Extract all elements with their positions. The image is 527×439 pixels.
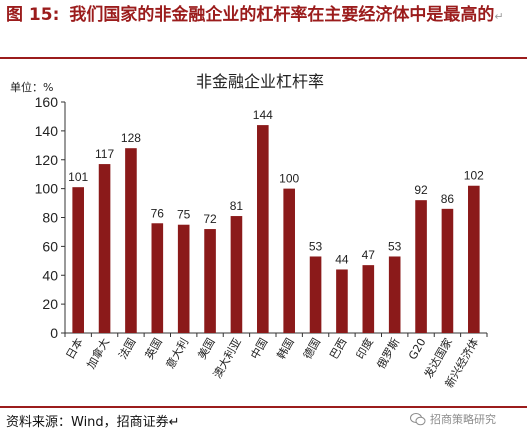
bar — [125, 148, 137, 333]
y-tick-label: 40 — [42, 267, 58, 283]
data-label: 101 — [68, 170, 88, 184]
bar — [468, 185, 480, 333]
bar — [336, 269, 348, 333]
data-label: 75 — [177, 208, 191, 222]
x-tick-label: 俄罗斯 — [375, 336, 403, 371]
y-tick-label: 140 — [35, 123, 59, 139]
x-tick-label: 美国 — [195, 336, 217, 362]
bottom-rule — [0, 406, 527, 408]
bar — [441, 208, 454, 333]
wechat-icon — [410, 413, 426, 426]
data-label: 102 — [464, 169, 484, 183]
figure-number: 图 15: — [6, 5, 60, 25]
data-label: 76 — [151, 206, 165, 220]
bar — [230, 216, 243, 333]
x-tick-label: 意大利 — [163, 336, 192, 372]
data-label: 100 — [279, 172, 299, 186]
bar — [98, 164, 111, 333]
data-label: 117 — [95, 147, 114, 161]
bar — [415, 200, 427, 333]
bars: 101日本117加拿大128法国76英国75意大利72美国81澳大利亚144中国… — [63, 108, 484, 390]
unit-label: 单位：% — [10, 80, 53, 94]
x-tick-label: 巴西 — [327, 336, 349, 362]
x-tick-label: 印度 — [353, 336, 376, 362]
bar — [72, 187, 84, 333]
data-label: 86 — [441, 192, 455, 206]
bar — [388, 256, 401, 333]
y-tick-label: 120 — [35, 152, 59, 168]
x-tick-label: 法国 — [115, 336, 138, 362]
x-tick-label: 韩国 — [274, 336, 297, 362]
y-tick-label: 0 — [50, 325, 58, 341]
x-tick-label: 英国 — [142, 336, 165, 362]
data-label: 72 — [203, 212, 217, 226]
axes: 0 20 40 60 80 100 120 140 160 — [35, 94, 488, 341]
return-mark: ↵ — [494, 10, 504, 23]
data-label: 53 — [309, 239, 323, 253]
source-note: 资料来源：Wind，招商证券↵ — [6, 415, 180, 430]
data-label: 44 — [335, 252, 349, 266]
figure-title: 我们国家的非金融企业的杠杆率在主要经济体中是最高的 — [69, 5, 495, 25]
y-tick-label: 60 — [42, 238, 58, 254]
data-label: 53 — [388, 239, 402, 253]
leverage-bar-chart: 非金融企业杠杆率 单位：% 0 20 40 60 80 100 120 140 160 101 日… — [10, 72, 488, 390]
bar — [204, 229, 216, 333]
bar — [257, 125, 269, 333]
data-label: 144 — [253, 108, 273, 122]
watermark-text: 招商策略研究 — [430, 413, 496, 426]
x-tick-label: G20 — [406, 336, 429, 362]
watermark: 招商策略研究 — [410, 411, 496, 427]
bar — [151, 223, 164, 333]
y-tick-label: 80 — [42, 210, 58, 226]
bar — [309, 256, 322, 333]
y-tick-label: 20 — [42, 296, 58, 312]
figure-header: 图 15: 我们国家的非金融企业的杠杆率在主要经济体中是最高的↵ — [6, 4, 521, 28]
bar — [362, 265, 375, 333]
top-rule — [0, 57, 527, 59]
data-label: 128 — [121, 131, 141, 145]
y-tick-label: 160 — [35, 94, 59, 110]
x-tick-label: 中国 — [248, 336, 270, 362]
x-tick-label: 德国 — [300, 336, 323, 362]
y-tick-label: 100 — [35, 181, 59, 197]
bar — [283, 188, 295, 333]
chart-title: 非金融企业杠杆率 — [196, 72, 324, 91]
data-label: 81 — [230, 199, 244, 213]
bar — [177, 224, 190, 333]
data-label: 47 — [362, 248, 376, 262]
data-label: 92 — [414, 183, 428, 197]
x-tick-label: 日本 — [63, 336, 86, 362]
x-tick-label: 加拿大 — [84, 336, 113, 372]
